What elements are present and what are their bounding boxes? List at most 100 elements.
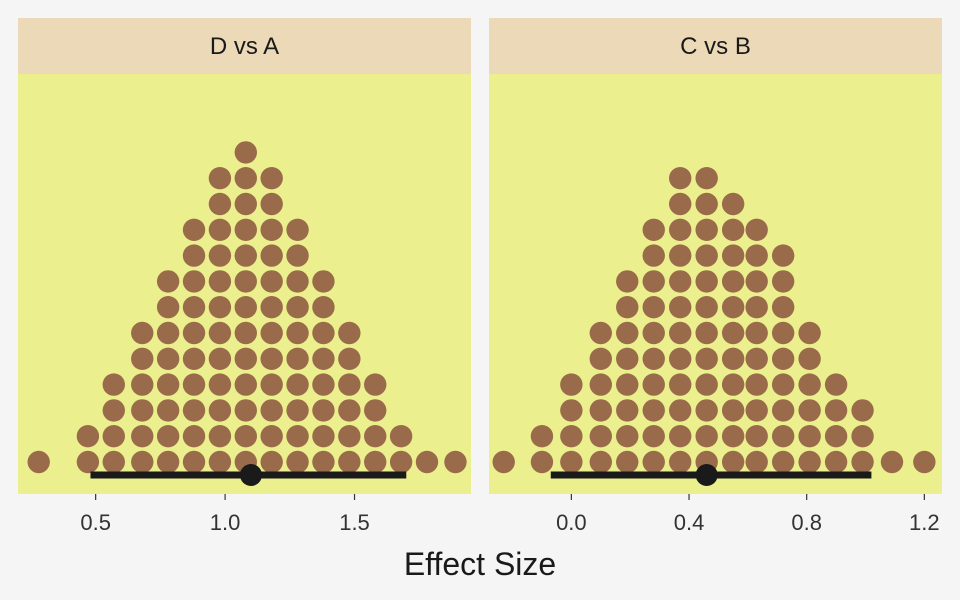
dot	[234, 373, 257, 396]
dot	[27, 450, 50, 474]
dot	[616, 373, 639, 396]
dot	[444, 450, 467, 474]
dot	[338, 321, 361, 345]
dot	[131, 450, 154, 474]
dot	[851, 425, 874, 448]
dot	[234, 296, 257, 319]
dot	[771, 373, 795, 396]
tick-label: 1.2	[909, 510, 940, 535]
dot	[338, 347, 361, 370]
dot	[182, 321, 206, 345]
dot	[131, 373, 154, 396]
dot	[260, 321, 283, 345]
dot	[156, 399, 180, 422]
dot	[286, 347, 309, 370]
dot	[616, 450, 639, 474]
tick-label: 0.5	[80, 510, 111, 535]
dot	[669, 347, 692, 370]
dot	[798, 321, 821, 345]
dot	[695, 296, 718, 319]
dot	[131, 347, 154, 370]
dot	[156, 373, 180, 396]
dot	[286, 450, 309, 474]
dot	[798, 347, 821, 370]
dot	[364, 450, 387, 474]
dot	[721, 296, 745, 319]
dot	[260, 244, 283, 267]
dot	[234, 270, 257, 293]
dot	[182, 218, 206, 241]
dot	[234, 321, 257, 345]
dot	[182, 347, 206, 370]
dot	[312, 399, 335, 422]
dot	[745, 425, 768, 448]
dot	[131, 399, 154, 422]
dot	[286, 425, 309, 448]
dot	[286, 399, 309, 422]
dot	[530, 425, 554, 448]
dot	[589, 450, 612, 474]
panel-2-dots	[492, 167, 936, 474]
dot	[208, 218, 232, 241]
dot	[234, 425, 257, 448]
dot	[234, 167, 257, 190]
dot	[721, 218, 745, 241]
dot	[669, 218, 692, 241]
dot	[131, 425, 154, 448]
dot	[695, 244, 718, 267]
dot	[589, 347, 612, 370]
dot	[560, 373, 583, 396]
dot	[208, 167, 232, 190]
dot	[530, 450, 554, 474]
dot	[286, 218, 309, 241]
dot	[695, 270, 718, 293]
dot	[642, 425, 665, 448]
dot	[260, 270, 283, 293]
tick-label: 1.0	[210, 510, 241, 535]
dot	[182, 450, 206, 474]
dot	[616, 270, 639, 293]
dot	[669, 244, 692, 267]
panel-1-title: D vs A	[210, 33, 279, 60]
dot	[771, 450, 795, 474]
dot	[798, 425, 821, 448]
dot	[286, 321, 309, 345]
dot	[156, 270, 180, 293]
dot	[669, 270, 692, 293]
dot	[208, 373, 232, 396]
dot	[338, 399, 361, 422]
dot	[642, 347, 665, 370]
dot	[260, 296, 283, 319]
dot	[156, 425, 180, 448]
dot	[824, 373, 848, 396]
tick-label: 1.5	[339, 510, 370, 535]
interval-point	[695, 464, 718, 486]
dot	[721, 270, 745, 293]
panel-1-x-axis: 0.5 1.0 1.5	[80, 494, 370, 535]
dot	[234, 399, 257, 422]
dot	[745, 244, 768, 267]
dot	[745, 373, 768, 396]
panel-2-strip	[489, 18, 942, 74]
dot	[260, 167, 283, 190]
dot	[745, 296, 768, 319]
dot	[669, 399, 692, 422]
panel-1-interval	[90, 464, 407, 486]
dot	[208, 347, 232, 370]
dot	[642, 244, 665, 267]
panel-1-strip	[18, 18, 471, 74]
panel-2-interval	[550, 464, 872, 486]
x-axis-title: Effect Size	[404, 546, 556, 582]
dot	[798, 399, 821, 422]
dot	[589, 321, 612, 345]
dot	[771, 244, 795, 267]
dot	[771, 270, 795, 293]
dot	[260, 192, 283, 216]
dot	[642, 450, 665, 474]
dot	[669, 321, 692, 345]
dot	[338, 373, 361, 396]
dot	[260, 218, 283, 241]
dot	[616, 399, 639, 422]
tick-label: 0.0	[556, 510, 587, 535]
dot	[695, 373, 718, 396]
